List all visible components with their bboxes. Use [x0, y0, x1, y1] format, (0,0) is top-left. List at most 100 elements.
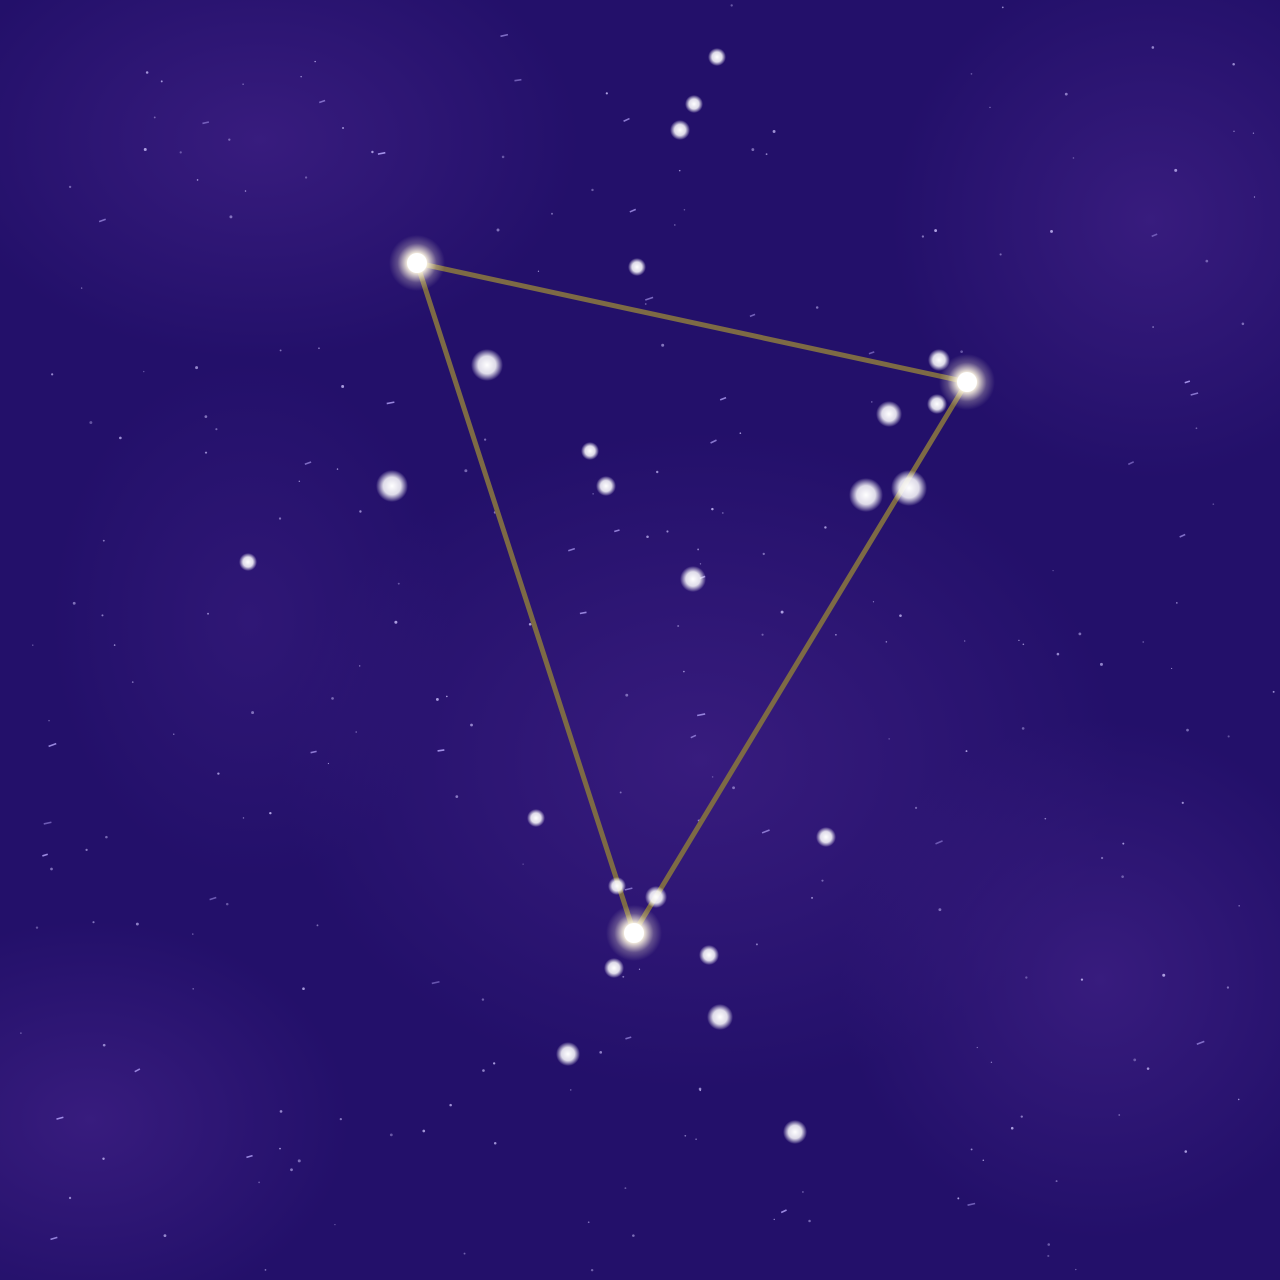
vertex-star-top-left[interactable]	[389, 235, 445, 291]
dust-speck	[355, 731, 357, 733]
star[interactable]	[680, 566, 706, 592]
dust-speck	[179, 151, 182, 154]
star[interactable]	[376, 470, 408, 502]
dust-speck	[1184, 380, 1191, 384]
dust-speck	[765, 153, 768, 156]
dust-speck	[318, 347, 320, 350]
dust-speck	[868, 351, 875, 355]
dust-speck	[192, 988, 194, 990]
dust-speck	[131, 681, 134, 683]
dust-speck	[698, 1087, 702, 1091]
dust-speck	[153, 116, 156, 119]
star[interactable]	[581, 442, 599, 460]
dust-speck	[51, 373, 54, 376]
dust-speck	[888, 738, 890, 740]
dust-speck	[435, 697, 439, 701]
constellation-line-left	[414, 260, 637, 936]
dust-speck	[463, 1252, 466, 1255]
dust-speck	[762, 552, 765, 556]
star[interactable]	[645, 886, 667, 908]
dust-speck	[1100, 856, 1104, 860]
star[interactable]	[527, 809, 545, 827]
vertex-star-right[interactable]	[939, 354, 995, 410]
dust-speck	[358, 665, 361, 667]
dust-speck	[1047, 1243, 1051, 1246]
dust-speck	[242, 817, 245, 819]
star[interactable]	[471, 349, 503, 381]
dust-speck	[217, 772, 220, 775]
dust-speck	[811, 896, 814, 899]
dust-speck	[310, 750, 317, 754]
star[interactable]	[783, 1120, 807, 1144]
dust-speck	[808, 1219, 811, 1223]
constellation-vertices	[389, 235, 995, 961]
dust-speck	[938, 908, 942, 912]
dust-speck	[678, 169, 681, 172]
star[interactable]	[670, 120, 690, 140]
dust-speck	[982, 1159, 985, 1161]
dust-speck	[645, 296, 654, 301]
dust-speck	[591, 188, 594, 192]
dust-speck	[772, 130, 776, 133]
dust-speck	[1253, 196, 1256, 198]
vertex-star-bottom[interactable]	[606, 905, 662, 961]
dust-speck	[327, 762, 330, 765]
dust-speck	[431, 980, 440, 985]
dust-speck	[484, 438, 487, 441]
dust-speck	[1018, 639, 1020, 642]
star[interactable]	[891, 470, 927, 506]
dust-speck	[1151, 46, 1155, 49]
dust-speck	[624, 1187, 627, 1190]
star[interactable]	[685, 95, 703, 113]
star[interactable]	[708, 48, 726, 66]
star[interactable]	[699, 945, 719, 965]
star[interactable]	[608, 877, 626, 895]
dust-speck	[1080, 978, 1084, 981]
dust-speck	[202, 121, 210, 125]
star[interactable]	[628, 258, 646, 276]
dust-speck	[1252, 132, 1255, 134]
dust-speck	[1237, 1098, 1240, 1101]
dust-speck	[101, 614, 104, 617]
dust-speck	[35, 926, 39, 929]
dust-speck	[605, 92, 608, 95]
dust-speck	[501, 155, 505, 159]
dust-speck	[1133, 1058, 1137, 1062]
dust-speck	[290, 1168, 293, 1172]
dust-speck	[587, 1221, 590, 1224]
dust-speck	[56, 1116, 64, 1120]
star[interactable]	[239, 553, 257, 571]
dust-speck	[1118, 1114, 1121, 1116]
star[interactable]	[849, 478, 883, 512]
star[interactable]	[927, 394, 947, 414]
dust-speck	[269, 811, 272, 815]
dust-speck	[1233, 130, 1235, 133]
star[interactable]	[596, 476, 616, 496]
dust-speck	[629, 208, 637, 213]
dust-speck	[592, 493, 594, 495]
dust-speck	[319, 99, 326, 104]
star[interactable]	[816, 827, 836, 847]
dust-speck	[1174, 168, 1178, 172]
dust-speck	[697, 713, 706, 717]
dust-speck	[1238, 904, 1240, 907]
dust-speck	[522, 863, 524, 865]
dust-speck	[719, 396, 727, 401]
dust-speck	[446, 695, 448, 698]
star[interactable]	[876, 401, 902, 427]
dust-speck	[196, 179, 199, 181]
dust-speck	[625, 1036, 632, 1040]
dust-speck	[437, 749, 445, 752]
dust-speck	[815, 306, 819, 309]
star[interactable]	[556, 1042, 580, 1066]
dust-speck	[1227, 735, 1230, 738]
dust-speck	[550, 212, 554, 215]
dust-speck	[113, 644, 116, 646]
star[interactable]	[604, 958, 624, 978]
dust-speck	[1190, 392, 1199, 396]
dust-speck	[1075, 1268, 1077, 1271]
star[interactable]	[707, 1004, 733, 1030]
dust-speck	[821, 879, 824, 882]
dust-speck	[1196, 1040, 1205, 1046]
